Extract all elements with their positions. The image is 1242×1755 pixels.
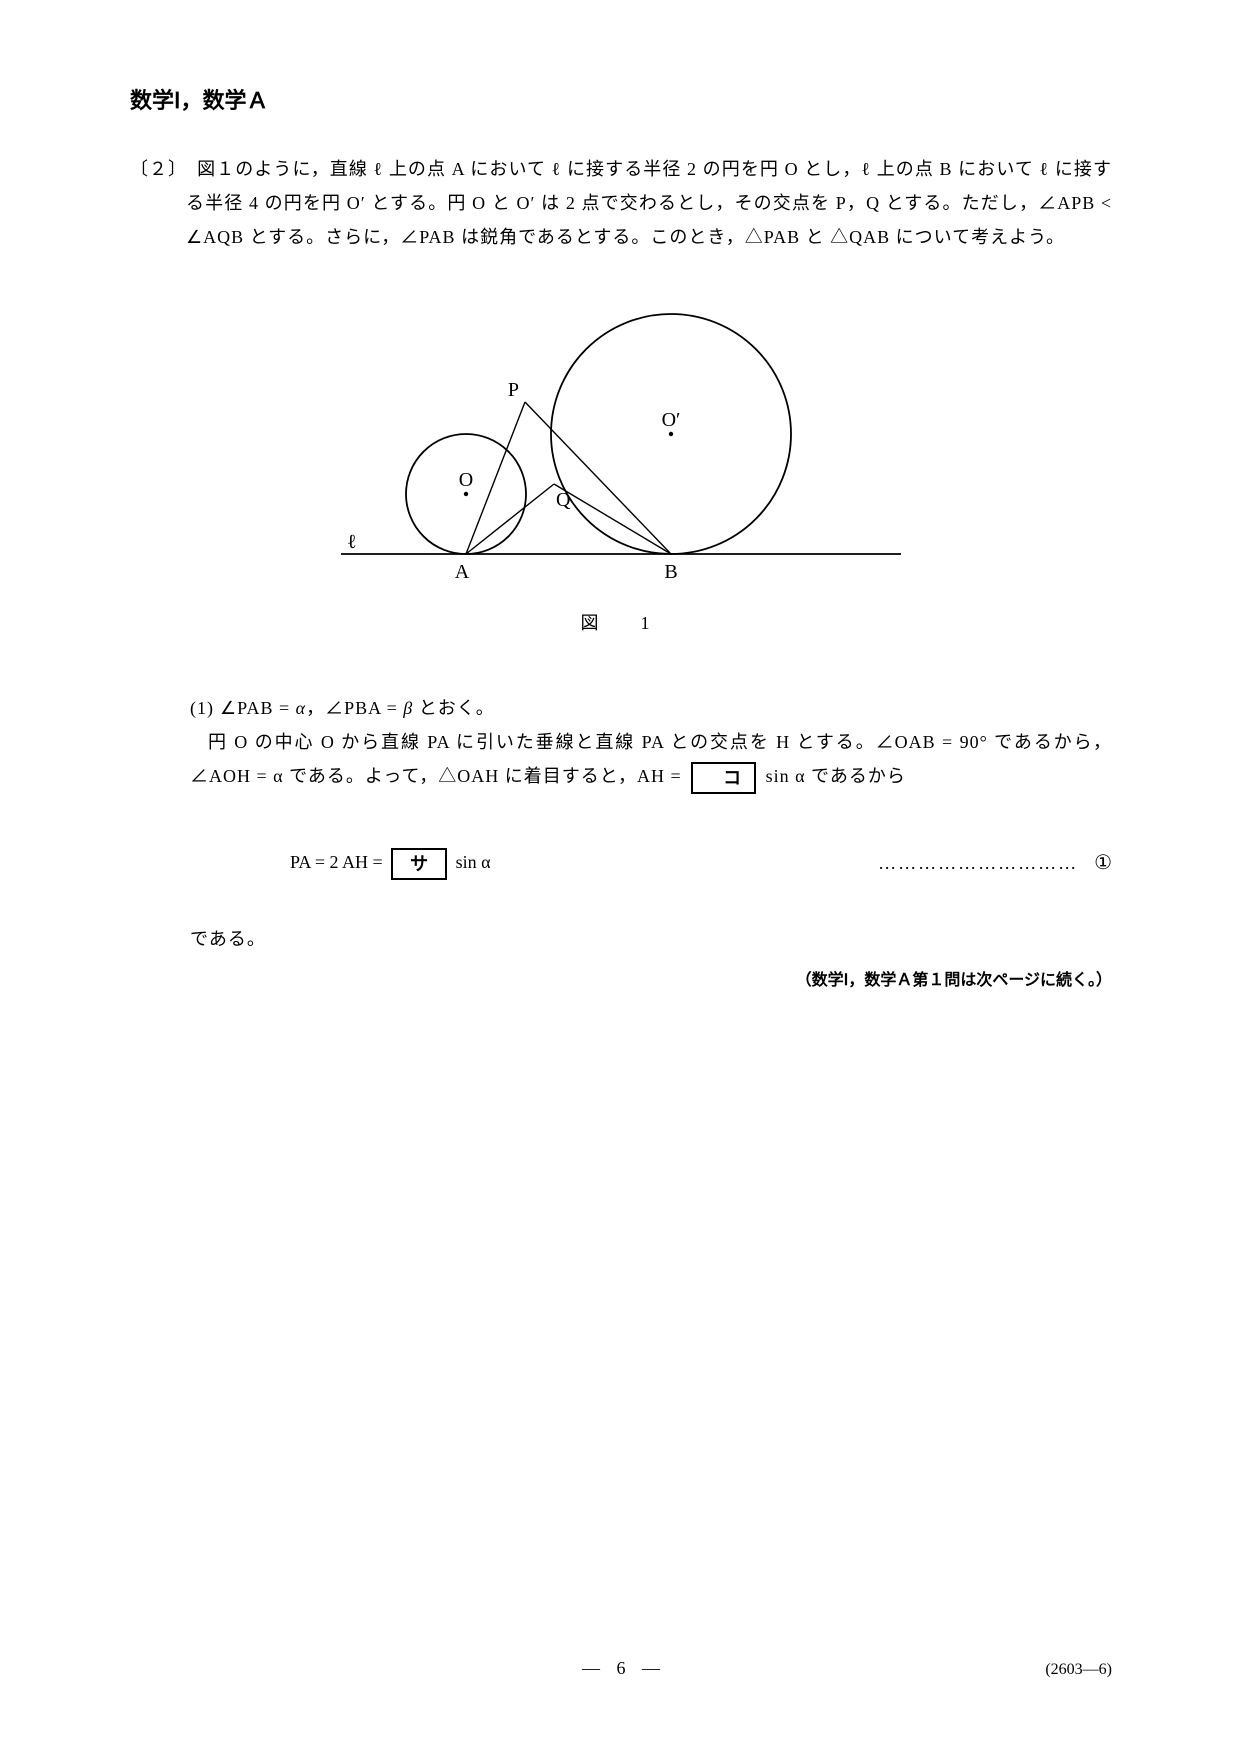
svg-text:B: B	[664, 561, 677, 583]
continuation-note: （数学Ⅰ，数学Ａ第１問は次ページに続く。）	[190, 966, 1112, 996]
figure-caption: 図 1	[130, 606, 1112, 640]
sub-number: (1)	[190, 691, 220, 725]
dash: ―	[642, 1658, 660, 1678]
beta: β	[403, 698, 413, 718]
text: ，∠PBA =	[306, 698, 403, 718]
svg-text:O′: O′	[662, 409, 681, 431]
equation-text: PA = 2 AH = サ sin α	[290, 845, 491, 880]
leader-dots: …………………………	[491, 846, 1088, 880]
svg-text:A: A	[455, 561, 470, 583]
equation-number-1: ①	[1094, 844, 1112, 882]
document-code: (2603―6)	[1045, 1655, 1112, 1685]
eq-post: sin α	[451, 852, 490, 872]
text: ∠PAB =	[220, 698, 296, 718]
subproblem-1: (1)∠PAB = α，∠PBA = β とおく。 円 O の中心 O から直線…	[190, 691, 1112, 997]
svg-text:O: O	[459, 469, 473, 491]
svg-text:Q: Q	[556, 489, 571, 511]
equation-1: PA = 2 AH = サ sin α ………………………… ①	[290, 844, 1112, 882]
text: とおく。	[413, 698, 495, 718]
geometry-diagram: ℓ A B P Q O O′	[321, 294, 921, 594]
page-num-value: 6	[617, 1658, 626, 1678]
sub-line-1: (1)∠PAB = α，∠PBA = β とおく。	[190, 691, 1112, 725]
text: 円 O の中心 O から直線 PA に引いた垂線と直線 PA との交点を H と…	[190, 732, 1112, 786]
problem-number: 〔２〕	[158, 152, 187, 186]
svg-text:P: P	[508, 379, 519, 401]
answer-box-ko: コ	[691, 762, 756, 794]
problem-statement: 〔２〕図１のように，直線 ℓ 上の点 A において ℓ に接する半径 2 の円を…	[158, 152, 1112, 255]
sub-para-2: 円 O の中心 O から直線 PA に引いた垂線と直線 PA との交点を H と…	[190, 725, 1112, 794]
section-header: 数学Ⅰ，数学Ａ	[130, 80, 1112, 122]
answer-box-sa: サ	[391, 848, 447, 880]
dash: ―	[582, 1658, 600, 1678]
eq-pre: PA = 2 AH =	[290, 852, 387, 872]
problem-intro-text: 図１のように，直線 ℓ 上の点 A において ℓ に接する半径 2 の円を円 O…	[186, 159, 1112, 247]
text: sin α であるから	[760, 766, 906, 786]
alpha: α	[296, 698, 306, 718]
svg-text:ℓ: ℓ	[347, 531, 357, 553]
figure-1: ℓ A B P Q O O′	[130, 294, 1112, 594]
closing-text: である。	[190, 922, 1112, 956]
